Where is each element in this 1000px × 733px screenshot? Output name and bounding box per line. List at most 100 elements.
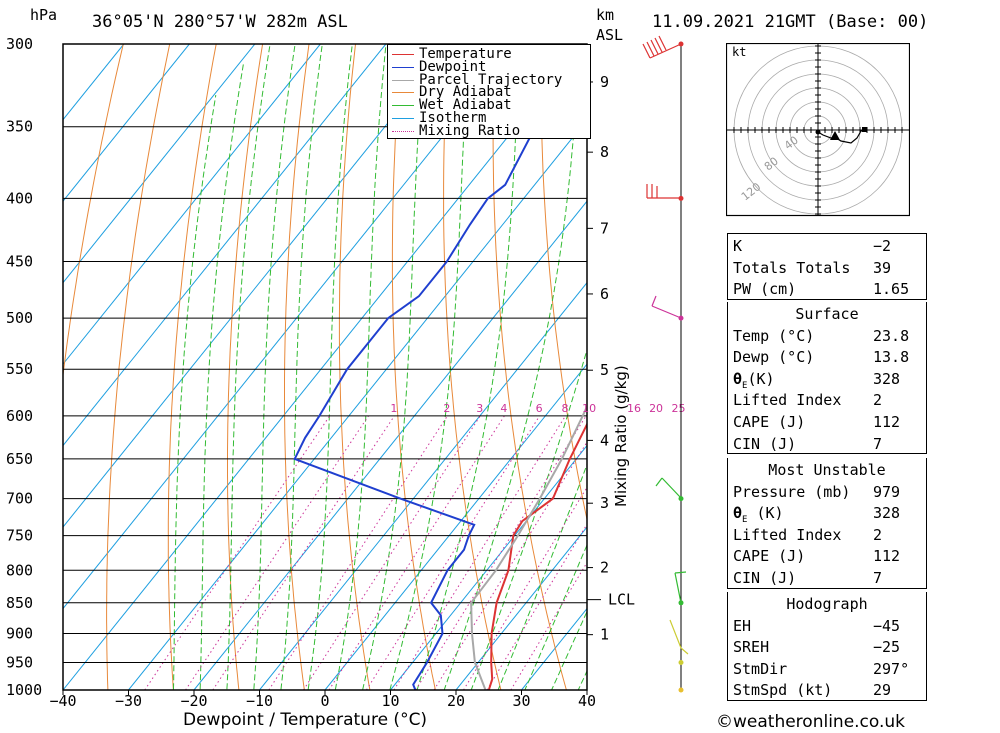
- height-tick-label: 8: [600, 143, 609, 161]
- pw-label: PW (cm): [733, 280, 797, 299]
- isotherm-line: [63, 44, 321, 365]
- pressure-tick-label: 750: [6, 527, 33, 545]
- surface-dewp-value: 13.8: [873, 348, 910, 367]
- stmdir-label: StmDir: [733, 659, 788, 678]
- surface-theta-value: 328: [873, 369, 901, 388]
- legend-label: Isotherm: [419, 110, 487, 126]
- mu-li-value: 2: [873, 525, 883, 544]
- pressure-tick-label: 300: [6, 35, 33, 53]
- x-tick-label: 10: [381, 692, 399, 710]
- lcl-label: LCL: [608, 591, 635, 609]
- legend-label: Dewpoint: [419, 58, 487, 75]
- isotherm-line: [259, 281, 587, 690]
- surface-temp-value: 23.8: [873, 326, 910, 345]
- x-tick-label: 40: [578, 692, 596, 710]
- height-unit-asl: ASL: [596, 26, 624, 44]
- mixing-ratio-label: 6: [536, 402, 543, 415]
- height-tick-label: 1: [600, 626, 609, 644]
- hodograph: kt 40 80 120: [726, 43, 910, 217]
- legend-item: Wet Adiabat: [388, 97, 588, 114]
- footer-credit[interactable]: ©weatheronline.co.uk: [716, 712, 905, 732]
- dry-adiabat-line: [63, 44, 124, 379]
- mixing-ratio-label: 20: [649, 402, 663, 415]
- wet-adiabat-line: [443, 44, 581, 690]
- chart-legend: Temperature Dewpoint Parcel Trajectory Dry …: [387, 44, 591, 139]
- k-index-label: K: [733, 237, 743, 255]
- most-unstable-title: Most Unstable: [768, 461, 886, 479]
- pressure-tick-label: 350: [6, 118, 33, 136]
- wind-barb: [646, 184, 681, 199]
- legend-label: Dry Adiabat: [419, 84, 512, 101]
- theta-symbol: θ: [733, 369, 743, 388]
- pressure-tick-label: 400: [6, 189, 33, 207]
- legend-swatch: [392, 118, 414, 119]
- legend-label: Temperature: [419, 46, 512, 62]
- pressure-tick-label: 800: [6, 561, 33, 579]
- wind-barb: [674, 571, 687, 604]
- height-tick-label: 3: [600, 494, 609, 512]
- isotherm-line: [63, 44, 256, 284]
- stmspd-label: StmSpd (kt): [733, 681, 833, 700]
- parcel-trajectory-line: [470, 404, 587, 690]
- pressure-tick-label: 850: [6, 594, 33, 612]
- pressure-tick-label: 450: [6, 253, 33, 271]
- mu-cape-label: CAPE (J): [733, 547, 806, 566]
- mu-cin-value: 7: [873, 568, 883, 587]
- wet-adiabat-line: [199, 61, 245, 690]
- legend-item: Temperature: [388, 46, 588, 62]
- surface-cape-label: CAPE (J): [733, 412, 806, 431]
- isotherm-line: [193, 200, 587, 690]
- legend-swatch: [392, 66, 414, 68]
- legend-label: Wet Adiabat: [419, 97, 512, 114]
- mixing-ratio-line: [303, 415, 481, 690]
- wet-adiabat-line: [172, 95, 217, 690]
- isotherm-line: [324, 363, 587, 690]
- mixing-ratio-line: [510, 561, 587, 690]
- legend-item: Mixing Ratio: [388, 124, 588, 138]
- hodograph-unit: kt: [732, 45, 746, 59]
- mixing-ratio-label: 16: [627, 402, 641, 415]
- mixing-ratio-line: [185, 415, 369, 690]
- x-tick-label: −10: [246, 692, 273, 710]
- mu-pressure-label: Pressure (mb): [733, 482, 851, 501]
- legend-item: Parcel Trajectory: [388, 73, 588, 87]
- mixing-ratio-line: [144, 415, 331, 690]
- indices-table: K −2 Totals Totals 39 PW (cm) 1.65: [727, 233, 927, 300]
- wind-level-dot: [678, 687, 684, 693]
- surface-dewp-label: Dewp (°C): [733, 348, 815, 367]
- wet-adiabat-line: [551, 610, 587, 690]
- x-tick-label: −40: [49, 692, 76, 710]
- x-tick-label: 0: [320, 692, 329, 710]
- pressure-tick-label: 1000: [6, 681, 42, 699]
- forecast-datetime: 11.09.2021 21GMT (Base: 00): [652, 12, 929, 32]
- wet-adiabat-line: [280, 44, 323, 690]
- surface-table: Surface Temp (°C) 23.8 Dewp (°C) 13.8 θE(K…: [727, 302, 927, 455]
- hodograph-table-title: Hodograph: [786, 595, 868, 613]
- legend-item: Isotherm: [388, 110, 588, 126]
- wind-barb: [642, 35, 682, 59]
- copyright-icon: ©: [716, 712, 733, 732]
- pressure-unit-label: hPa: [30, 6, 58, 24]
- wet-adiabat-line: [524, 543, 587, 690]
- site-name: weatheronline.co.uk: [733, 712, 906, 732]
- height-tick-label: 9: [600, 73, 609, 91]
- height-tick-label: 4: [600, 431, 609, 449]
- theta-symbol: θ: [733, 504, 743, 523]
- dry-adiabat-line: [959, 44, 1000, 690]
- surface-li-label: Lifted Index: [733, 391, 842, 410]
- theta-unit: (K): [747, 369, 775, 388]
- dewpoint-line: [293, 76, 587, 690]
- height-unit-km: km: [596, 6, 615, 24]
- mu-theta-value: 328: [873, 504, 901, 523]
- isotherm-line: [128, 118, 587, 690]
- hodograph-table: Hodograph EH −45 SREH −25 StmDir 297° StmSp…: [727, 592, 927, 701]
- surface-cin-label: CIN (J): [733, 434, 797, 453]
- pressure-tick-label: 950: [6, 653, 33, 671]
- mixing-ratio-axis-title: Mixing Ratio (g/kg): [612, 365, 630, 507]
- theta-subscript: E: [742, 380, 748, 391]
- pressure-tick-label: 900: [6, 624, 33, 642]
- wind-barb: [655, 477, 682, 499]
- wet-adiabat-line: [226, 44, 271, 690]
- dry-adiabat-line: [443, 44, 502, 690]
